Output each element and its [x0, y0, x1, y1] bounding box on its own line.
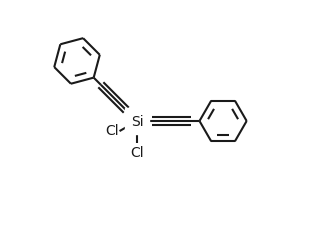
- Text: Cl: Cl: [130, 145, 144, 159]
- Text: Cl: Cl: [105, 124, 118, 137]
- Text: Si: Si: [131, 115, 143, 128]
